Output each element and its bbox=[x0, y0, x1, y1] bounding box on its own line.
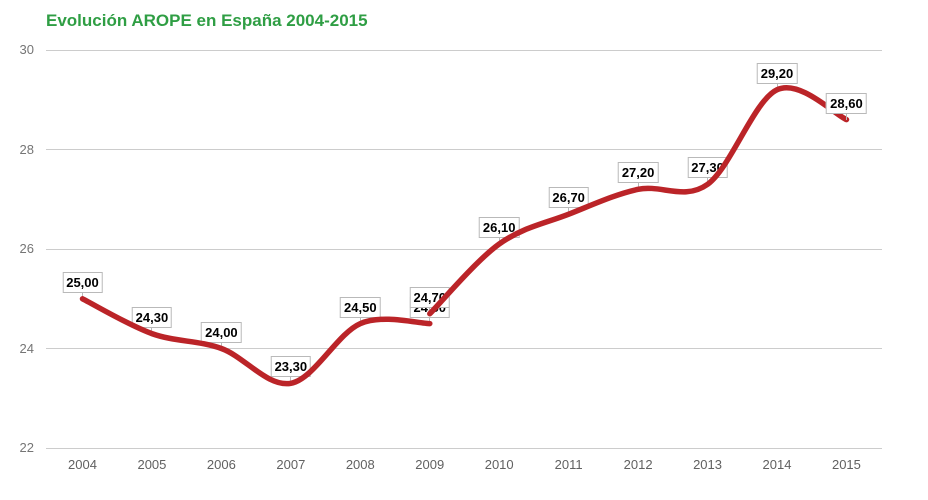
annotation-connector bbox=[359, 316, 361, 324]
x-axis-tick-label: 2005 bbox=[137, 457, 167, 472]
y-axis-tick-label: 22 bbox=[19, 440, 34, 455]
annotation-connector bbox=[498, 237, 500, 245]
series-line-1 bbox=[427, 85, 850, 317]
gridline bbox=[46, 447, 882, 449]
annotation-connector bbox=[290, 376, 292, 384]
y-axis-tick-label: 26 bbox=[19, 241, 34, 256]
annotation-box: 27,20 bbox=[617, 162, 659, 184]
x-axis-tick-label: 2011 bbox=[554, 457, 583, 472]
annotation-box: 26,10 bbox=[478, 217, 520, 239]
annotation-connector bbox=[151, 326, 153, 334]
gridline bbox=[46, 348, 882, 349]
annotation-connector bbox=[707, 177, 709, 185]
annotation-connector bbox=[845, 112, 847, 120]
x-axis-tick-label: 2010 bbox=[484, 457, 514, 472]
annotation-connector bbox=[776, 82, 778, 90]
gridline bbox=[46, 49, 882, 51]
annotation-box: 25,00 bbox=[62, 271, 103, 293]
x-axis-tick-label: 2008 bbox=[345, 457, 375, 472]
annotation-connector bbox=[637, 182, 639, 190]
x-axis-tick-label: 2013 bbox=[693, 457, 722, 472]
x-axis-tick-label: 2007 bbox=[276, 457, 306, 472]
chart-title: Evolución AROPE en España 2004-2015 bbox=[46, 11, 368, 30]
annotation-box: 23,30 bbox=[270, 356, 312, 378]
annotation-connector bbox=[220, 341, 222, 349]
annotation-box: 24,30 bbox=[131, 306, 173, 328]
y-axis-tick-label: 30 bbox=[19, 42, 34, 57]
x-axis-tick-label: 2004 bbox=[68, 457, 97, 472]
gridline bbox=[46, 149, 882, 150]
annotation-box: 24,50 bbox=[340, 296, 381, 318]
annotation-connector bbox=[568, 207, 570, 215]
annotation-connector bbox=[429, 316, 431, 324]
annotation-box: 26,70 bbox=[548, 187, 589, 209]
annotation-box: 27,30 bbox=[687, 157, 728, 179]
y-axis-tick-label: 24 bbox=[19, 340, 34, 356]
x-axis-tick-label: 2014 bbox=[762, 457, 792, 472]
y-axis-tick-label: 28 bbox=[19, 141, 34, 157]
series-line-0 bbox=[79, 296, 433, 387]
x-axis-tick-label: 2015 bbox=[831, 457, 861, 472]
annotation-box: 24,50 bbox=[409, 296, 451, 318]
gridline bbox=[46, 248, 882, 250]
x-axis-tick-label: 2006 bbox=[206, 457, 236, 472]
x-axis-tick-label: 2009 bbox=[415, 457, 445, 472]
annotation-box: 24,70 bbox=[409, 286, 451, 308]
annotation-box: 29,20 bbox=[756, 62, 798, 84]
annotation-box: 28,60 bbox=[826, 92, 867, 114]
annotation-connector bbox=[82, 291, 83, 299]
annotation-box: 24,00 bbox=[201, 321, 242, 343]
x-axis-tick-label: 2012 bbox=[623, 457, 653, 472]
annotation-connector bbox=[429, 306, 431, 314]
